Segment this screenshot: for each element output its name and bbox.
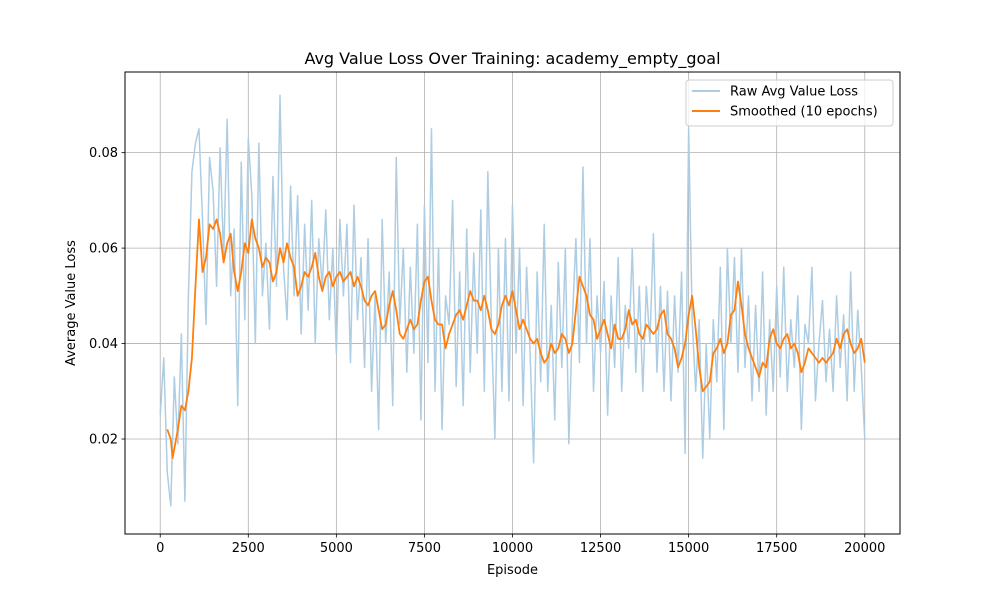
legend-box [685, 79, 894, 127]
y-tick-label: 0.06 [89, 242, 118, 257]
legend: Raw Avg Value Loss Smoothed (10 epochs) [685, 79, 894, 127]
series-smoothed-line [166, 218, 866, 460]
x-tick-label: 20000 [844, 541, 885, 556]
series-group [159, 94, 866, 507]
x-tick-label: 15000 [668, 541, 709, 556]
ticks: 0 2500 5000 7500 10000 12500 15000 17500 20000 0.… [89, 146, 885, 556]
x-tick-label: 10000 [492, 541, 533, 556]
x-tick-label: 5000 [320, 541, 353, 556]
series-raw-line [159, 94, 866, 507]
x-tick-label: 17500 [756, 541, 797, 556]
x-tick-label: 2500 [232, 541, 265, 556]
y-tick-label: 0.04 [89, 337, 118, 352]
y-axis-label: Average Value Loss [64, 240, 79, 366]
x-axis-label: Episode [487, 563, 538, 578]
chart-title: Avg Value Loss Over Training: academy_em… [304, 49, 720, 69]
y-tick-label: 0.02 [89, 433, 118, 448]
x-tick-label: 7500 [408, 541, 441, 556]
y-tick-label: 0.08 [89, 146, 118, 161]
legend-label-smoothed: Smoothed (10 epochs) [730, 105, 878, 120]
x-tick-label: 0 [156, 541, 164, 556]
legend-label-raw: Raw Avg Value Loss [730, 85, 858, 100]
x-tick-label: 12500 [580, 541, 621, 556]
